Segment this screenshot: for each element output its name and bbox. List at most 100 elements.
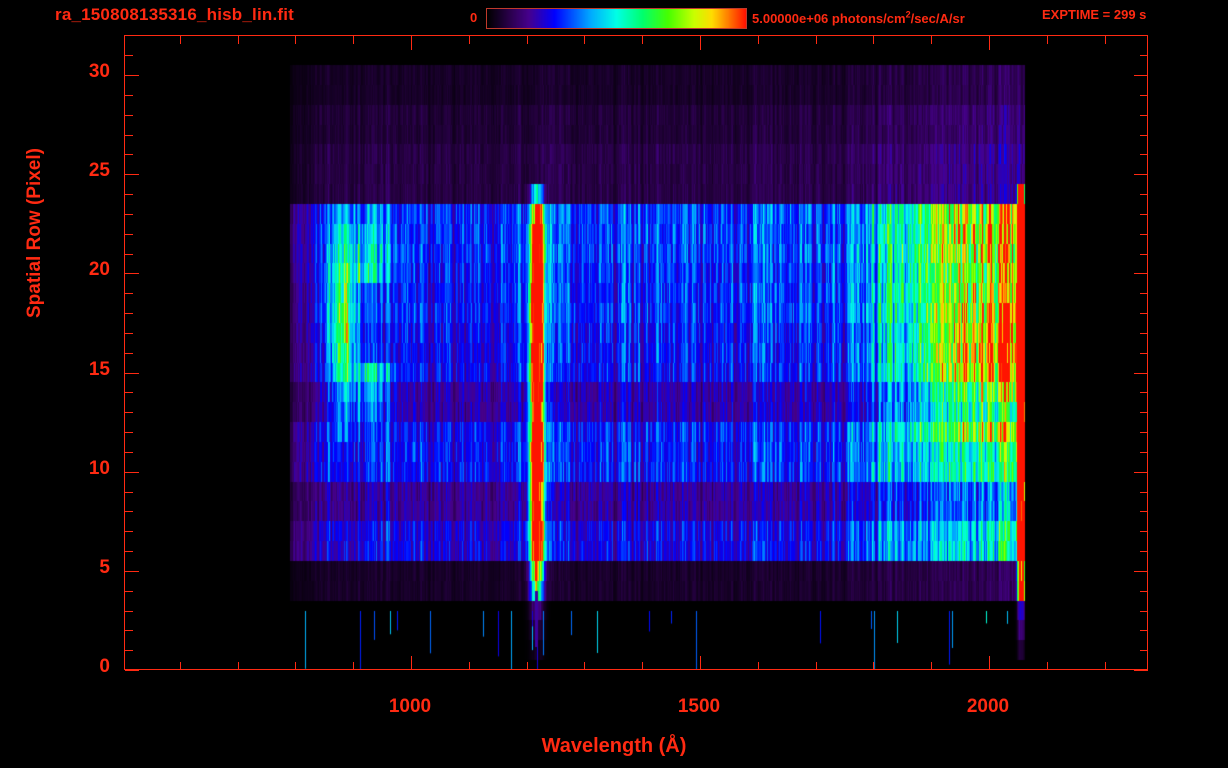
x-tick [238, 662, 239, 670]
y-tick [125, 472, 139, 473]
y-tick [125, 492, 133, 493]
x-tick [700, 36, 701, 50]
x-tick [989, 656, 990, 670]
y-tick [1140, 650, 1148, 651]
y-tick [1140, 492, 1148, 493]
y-tick [1140, 214, 1148, 215]
x-tick [180, 662, 181, 670]
y-tick [125, 531, 133, 532]
colorbar-max-label: 5.00000e+06 photons/cm2/sec/A/sr [752, 9, 965, 26]
y-tick-label: 10 [88, 457, 110, 479]
y-tick-label: 20 [88, 259, 110, 281]
y-tick [125, 511, 133, 512]
y-axis-title: Spatial Row (Pixel) [24, 148, 45, 318]
y-tick [1140, 611, 1148, 612]
y-tick [125, 254, 133, 255]
x-tick [527, 662, 528, 670]
x-tick [758, 36, 759, 44]
x-tick [411, 656, 412, 670]
colorbar-max-pre: 5.00000e+06 photons/cm [752, 11, 906, 26]
colorbar-max-post: /sec/A/sr [910, 11, 965, 26]
y-tick [125, 452, 133, 453]
x-tick [642, 36, 643, 44]
x-tick [584, 662, 585, 670]
y-tick [1134, 571, 1148, 572]
y-tick [125, 115, 133, 116]
y-tick [1140, 551, 1148, 552]
y-tick [1140, 154, 1148, 155]
y-tick [1140, 452, 1148, 453]
x-tick [527, 36, 528, 44]
y-tick [1140, 95, 1148, 96]
x-tick [873, 662, 874, 670]
colorbar-max-exponent: 2 [905, 9, 911, 20]
exptime-label: EXPTIME = 299 s [1042, 7, 1147, 22]
y-tick [1140, 531, 1148, 532]
y-tick-label: 25 [88, 160, 110, 182]
x-tick [469, 662, 470, 670]
x-tick [238, 36, 239, 44]
y-tick [1134, 75, 1148, 76]
x-tick [295, 36, 296, 44]
y-tick [1140, 432, 1148, 433]
y-tick [1140, 135, 1148, 136]
x-tick [642, 662, 643, 670]
y-tick [125, 551, 133, 552]
x-tick [180, 36, 181, 44]
x-tick-label: 2000 [966, 696, 1010, 717]
y-tick [125, 273, 139, 274]
y-tick [1134, 472, 1148, 473]
y-tick [1140, 254, 1148, 255]
y-tick [125, 194, 133, 195]
y-tick [125, 135, 133, 136]
plot-frame [124, 35, 1148, 671]
y-tick [125, 214, 133, 215]
y-tick [125, 650, 133, 651]
x-tick [931, 36, 932, 44]
x-tick [1047, 36, 1048, 44]
y-tick [1134, 373, 1148, 374]
y-tick [125, 412, 133, 413]
y-tick [125, 611, 133, 612]
y-tick [1140, 55, 1148, 56]
x-tick [1105, 662, 1106, 670]
y-tick-label: 30 [88, 61, 110, 82]
y-tick [125, 591, 133, 592]
y-tick [1140, 392, 1148, 393]
x-axis-title: Wavelength (Å) [541, 735, 687, 757]
y-tick-label: 15 [88, 358, 110, 380]
y-tick [125, 174, 139, 175]
y-tick [1140, 591, 1148, 592]
x-tick-label: 1500 [677, 696, 721, 717]
y-tick [1140, 115, 1148, 116]
x-tick [353, 662, 354, 670]
y-tick-label: 0 [99, 656, 110, 677]
y-tick [1140, 353, 1148, 354]
y-tick [125, 293, 133, 294]
y-tick [1134, 273, 1148, 274]
y-tick [125, 392, 133, 393]
y-tick [1140, 630, 1148, 631]
y-tick [125, 670, 139, 671]
y-tick [1140, 511, 1148, 512]
y-tick [125, 313, 133, 314]
y-tick-label: 5 [99, 556, 110, 578]
x-tick [873, 36, 874, 44]
y-tick [1140, 293, 1148, 294]
y-tick [125, 154, 133, 155]
x-tick [758, 662, 759, 670]
spectrogram-heatmap [125, 36, 1147, 669]
y-tick [125, 432, 133, 433]
y-tick [125, 95, 133, 96]
y-tick [125, 333, 133, 334]
x-tick [584, 36, 585, 44]
y-tick [1140, 412, 1148, 413]
y-tick [1140, 234, 1148, 235]
x-tick [816, 662, 817, 670]
y-tick [1140, 194, 1148, 195]
y-tick [125, 373, 139, 374]
colorbar-gradient [486, 8, 747, 29]
x-tick [700, 656, 701, 670]
x-tick [353, 36, 354, 44]
